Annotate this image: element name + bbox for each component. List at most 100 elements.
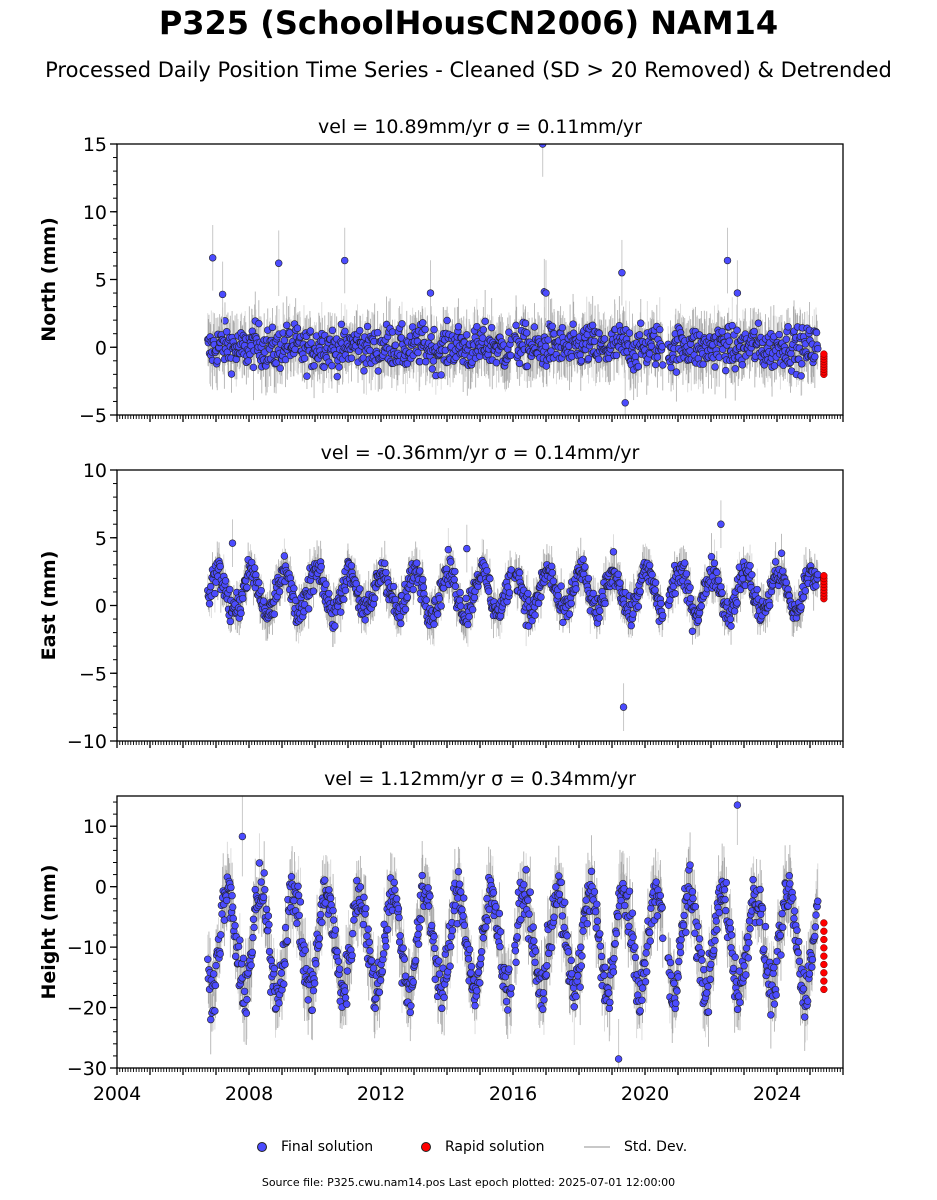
final-point bbox=[733, 326, 741, 334]
final-point bbox=[601, 599, 609, 608]
final-point bbox=[470, 593, 479, 602]
final-point bbox=[280, 552, 289, 560]
final-point bbox=[218, 290, 227, 299]
final-point bbox=[634, 362, 643, 371]
final-point bbox=[600, 335, 609, 343]
final-point bbox=[722, 366, 730, 375]
figure-subtitle: Processed Daily Position Time Series - C… bbox=[45, 58, 892, 82]
final-point bbox=[213, 357, 221, 365]
y-tick-label: 0 bbox=[95, 596, 107, 618]
final-point bbox=[275, 259, 283, 267]
final-point bbox=[686, 583, 694, 592]
final-point bbox=[325, 589, 333, 598]
final-point bbox=[270, 610, 278, 618]
final-point bbox=[389, 582, 398, 591]
final-point bbox=[725, 337, 733, 345]
final-point bbox=[651, 578, 660, 587]
final-point bbox=[382, 568, 390, 577]
final-point bbox=[413, 559, 421, 567]
final-point bbox=[286, 329, 294, 337]
final-point bbox=[682, 570, 691, 578]
final-point bbox=[801, 587, 810, 595]
final-point bbox=[211, 589, 219, 598]
final-point bbox=[401, 605, 410, 613]
final-point bbox=[797, 603, 805, 611]
final-point bbox=[333, 372, 341, 381]
final-point bbox=[487, 323, 496, 332]
final-point bbox=[653, 353, 662, 361]
final-point bbox=[340, 595, 348, 604]
final-point bbox=[451, 582, 460, 590]
final-point bbox=[430, 325, 438, 334]
final-point bbox=[754, 319, 763, 327]
final-point bbox=[746, 562, 754, 570]
y-tick-label: 10 bbox=[83, 202, 107, 224]
final-point bbox=[306, 327, 315, 335]
final-point bbox=[463, 544, 471, 553]
final-point bbox=[479, 326, 488, 334]
final-point bbox=[548, 569, 556, 577]
rapid-point bbox=[820, 350, 828, 358]
final-point bbox=[733, 289, 742, 297]
y-tick-label: 5 bbox=[95, 270, 107, 292]
final-point bbox=[414, 348, 422, 357]
final-point bbox=[446, 558, 455, 566]
y-tick-label: 15 bbox=[83, 134, 107, 156]
final-point bbox=[731, 365, 739, 373]
final-point bbox=[283, 321, 291, 329]
final-point bbox=[223, 328, 231, 336]
final-point bbox=[227, 370, 236, 378]
plot-area bbox=[204, 796, 828, 1068]
final-point bbox=[205, 600, 214, 608]
final-point bbox=[360, 367, 368, 375]
final-point bbox=[523, 362, 532, 370]
final-point bbox=[636, 587, 644, 596]
final-point bbox=[307, 339, 315, 347]
final-point bbox=[221, 317, 229, 325]
final-point bbox=[347, 562, 356, 570]
final-point bbox=[429, 357, 438, 365]
final-point bbox=[523, 329, 531, 337]
final-point bbox=[341, 327, 349, 336]
y-tick-label: 5 bbox=[95, 528, 107, 550]
final-point bbox=[666, 596, 674, 604]
final-point bbox=[547, 562, 556, 571]
final-point bbox=[657, 599, 665, 608]
final-point bbox=[812, 328, 821, 337]
final-point bbox=[450, 575, 458, 584]
final-point bbox=[454, 322, 463, 331]
final-point bbox=[419, 319, 427, 327]
final-point bbox=[443, 316, 451, 325]
final-point bbox=[226, 617, 235, 626]
final-point bbox=[618, 269, 626, 277]
final-point bbox=[363, 322, 372, 331]
final-point bbox=[444, 545, 453, 554]
final-point bbox=[309, 587, 318, 595]
final-point bbox=[812, 582, 820, 590]
final-point bbox=[427, 333, 435, 341]
rapid-point bbox=[820, 572, 828, 580]
final-point bbox=[765, 601, 774, 610]
final-point bbox=[403, 359, 412, 368]
final-point bbox=[397, 619, 405, 628]
final-point bbox=[569, 329, 578, 337]
final-point bbox=[777, 549, 786, 557]
final-point bbox=[619, 703, 628, 711]
final-point bbox=[659, 611, 667, 620]
final-point bbox=[784, 323, 792, 331]
final-point bbox=[595, 614, 603, 622]
final-point bbox=[249, 363, 258, 372]
final-point bbox=[771, 558, 780, 566]
y-tick-label: 10 bbox=[83, 460, 107, 482]
final-point bbox=[730, 607, 739, 615]
final-point bbox=[718, 327, 726, 336]
final-point bbox=[421, 325, 429, 334]
final-point bbox=[775, 330, 783, 339]
final-point bbox=[651, 586, 659, 594]
final-point bbox=[584, 574, 593, 583]
final-point bbox=[811, 353, 819, 361]
final-point bbox=[726, 615, 735, 623]
final-point bbox=[473, 322, 481, 331]
final-point bbox=[228, 539, 237, 547]
